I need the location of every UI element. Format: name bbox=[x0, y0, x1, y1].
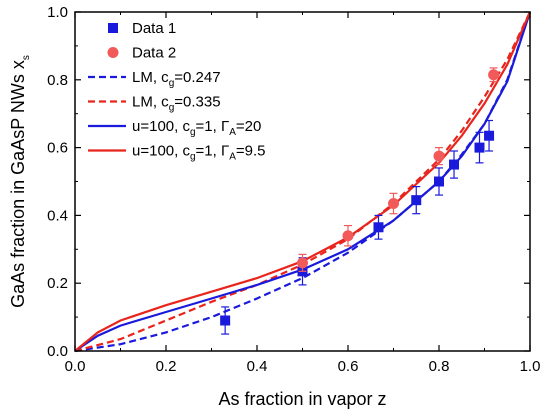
data-point-square bbox=[474, 142, 485, 153]
dashed-curve-2 bbox=[74, 11, 532, 353]
solid-curve-4 bbox=[74, 11, 532, 352]
legend-entry-5: u=100, cg=1, ΓA=9.5 bbox=[132, 143, 266, 163]
legend-entry-2: LM, cg=0.247 bbox=[132, 69, 221, 89]
data-point-square bbox=[434, 176, 444, 187]
plot-frame bbox=[74, 11, 531, 352]
ticks-layer: 0.0 0.2 0.4 0.6 0.8 1.0 0.0 0.2 0.4 0.6 0.8 1.0 bbox=[47, 4, 540, 375]
legend-text-part: g bbox=[190, 127, 196, 138]
data-point-circle bbox=[342, 230, 354, 242]
y-tick-label: 0.6 bbox=[47, 140, 68, 157]
curves-layer bbox=[74, 11, 532, 353]
x-axis-title-text: As fraction in vapor z bbox=[218, 389, 386, 409]
y-tick-label: 0.0 bbox=[47, 343, 68, 360]
data-point-square bbox=[484, 130, 495, 141]
legend-text-part: u=100, c bbox=[132, 143, 190, 160]
legend-text-part: =0.335 bbox=[174, 94, 220, 111]
data-point-square bbox=[449, 159, 460, 170]
solid-curve-5 bbox=[74, 11, 532, 352]
legend-text-part: =0.247 bbox=[174, 69, 220, 86]
legend-entry-3: LM, cg=0.335 bbox=[132, 94, 221, 114]
data-point-square bbox=[373, 222, 384, 233]
points-layer bbox=[220, 67, 500, 335]
legend-text-part: =9.5 bbox=[236, 143, 266, 160]
y-axis-title: GaAs fraction in GaAsP NWs xs bbox=[8, 55, 32, 308]
y-axis-title-sub: s bbox=[21, 55, 32, 60]
data-point-circle bbox=[433, 150, 445, 162]
x-tick-label: 0.2 bbox=[156, 358, 177, 375]
legend-text-part: Data 1 bbox=[132, 20, 176, 37]
x-tick-label: 0.4 bbox=[247, 358, 268, 375]
x-tick-label: 0.0 bbox=[65, 358, 86, 375]
legend-text-part: g bbox=[190, 152, 196, 163]
data-point-circle bbox=[488, 69, 500, 81]
y-tick-label: 0.2 bbox=[47, 275, 68, 292]
legend-marker-circle bbox=[107, 47, 119, 58]
legend-text-part: =1, Γ bbox=[196, 143, 230, 160]
legend-entry-0: Data 1 bbox=[132, 20, 176, 37]
legend-text-part: LM, c bbox=[132, 69, 169, 86]
legend-entry-4: u=100, cg=1, ΓA=20 bbox=[132, 118, 261, 138]
data-point-circle bbox=[388, 198, 399, 210]
legend-text-part: Data 2 bbox=[132, 45, 176, 62]
y-tick-label: 1.0 bbox=[47, 4, 68, 21]
legend-text-part: g bbox=[169, 78, 175, 89]
legend-marker-square bbox=[108, 23, 118, 33]
x-axis-title: As fraction in vapor z bbox=[218, 389, 386, 409]
legend-text-part: A bbox=[229, 127, 236, 138]
y-tick-label: 0.4 bbox=[47, 207, 68, 224]
y-axis-title-text: GaAs fraction in GaAsP NWs x bbox=[8, 60, 28, 308]
legend-text-part: A bbox=[229, 152, 236, 163]
legend-text-part: LM, c bbox=[132, 94, 169, 111]
legend-text-part: u=100, c bbox=[132, 118, 190, 135]
dashed-curve-3 bbox=[74, 11, 531, 353]
x-tick-label: 1.0 bbox=[520, 358, 541, 375]
data-point-square bbox=[220, 315, 231, 326]
legend-text-part: =20 bbox=[236, 118, 261, 135]
data-point-square bbox=[411, 195, 422, 206]
legend-entry-1: Data 2 bbox=[132, 45, 176, 62]
x-tick-label: 0.8 bbox=[429, 358, 450, 375]
legend-text-part: =1, Γ bbox=[196, 118, 230, 135]
y-tick-label: 0.8 bbox=[47, 72, 68, 89]
data-point-circle bbox=[297, 257, 308, 269]
legend-text-part: g bbox=[169, 103, 175, 114]
x-tick-label: 0.6 bbox=[338, 358, 359, 375]
